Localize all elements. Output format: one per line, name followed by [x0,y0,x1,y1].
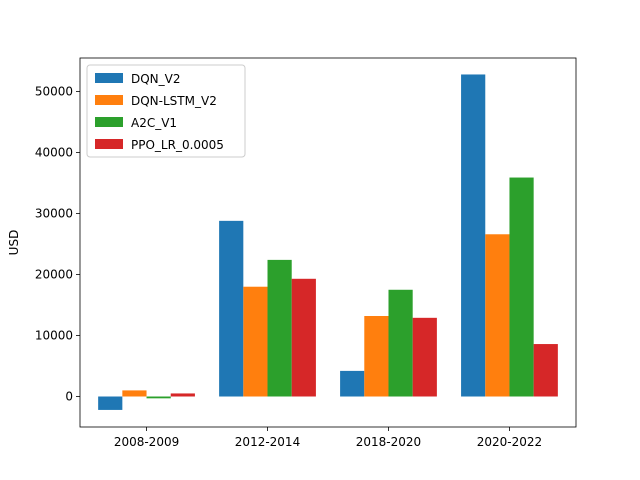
x-axis: 2008-2009 2012-2014 2018-2020 2020-2022 [114,427,542,449]
bar-DQN_V2-2012-2014 [219,220,244,397]
legend-label: DQN-LSTM_V2 [131,94,217,108]
bar-DQN_V2-2008-2009 [98,396,123,410]
bar-A2C_V1-2020-2022 [509,177,534,397]
bar-A2C_V1-2012-2014 [267,259,292,397]
legend-swatch-DQN-LSTM_V2 [95,95,123,105]
y-axis: 0 10000 20000 30000 40000 50000 [35,85,80,404]
x-tick-label: 2008-2009 [114,435,179,449]
bar-PPO_LR_0.0005-2018-2020 [412,317,437,397]
y-tick-label: 10000 [35,329,73,343]
legend: DQN_V2 DQN-LSTM_V2 A2C_V1 PPO_LR_0.0005 [86,64,246,158]
bar-A2C_V1-2018-2020 [388,289,413,397]
bar-DQN_V2-2018-2020 [340,370,365,397]
legend-label: PPO_LR_0.0005 [131,138,224,152]
legend-swatch-DQN_V2 [95,73,123,83]
bar-PPO_LR_0.0005-2008-2009 [170,393,195,397]
bar-DQN-LSTM_V2-2012-2014 [243,286,268,397]
y-tick-label: 50000 [35,85,73,99]
legend-swatch-A2C_V1 [95,117,123,127]
bar-PPO_LR_0.0005-2020-2022 [533,344,558,397]
bar-DQN-LSTM_V2-2018-2020 [364,316,389,397]
y-tick-label: 30000 [35,207,73,221]
y-tick-label: 20000 [35,268,73,282]
legend-box [86,64,246,158]
x-tick-label: 2018-2020 [356,435,421,449]
legend-swatch-PPO_LR_0.0005 [95,139,123,149]
bar-A2C_V1-2008-2009 [146,396,171,399]
bar-DQN-LSTM_V2-2008-2009 [122,390,147,397]
y-tick-label: 0 [65,390,73,404]
bar-PPO_LR_0.0005-2012-2014 [291,278,316,397]
legend-label: A2C_V1 [131,116,177,130]
x-tick-label: 2012-2014 [235,435,300,449]
plot-area-frame [79,57,577,428]
bar-DQN-LSTM_V2-2020-2022 [485,234,510,397]
bar-DQN_V2-2020-2022 [461,74,486,397]
y-axis-label: USD [7,230,21,256]
y-tick-label: 40000 [35,146,73,160]
x-tick-label: 2020-2022 [477,435,542,449]
legend-label: DQN_V2 [131,72,181,86]
bars-group [98,74,558,410]
